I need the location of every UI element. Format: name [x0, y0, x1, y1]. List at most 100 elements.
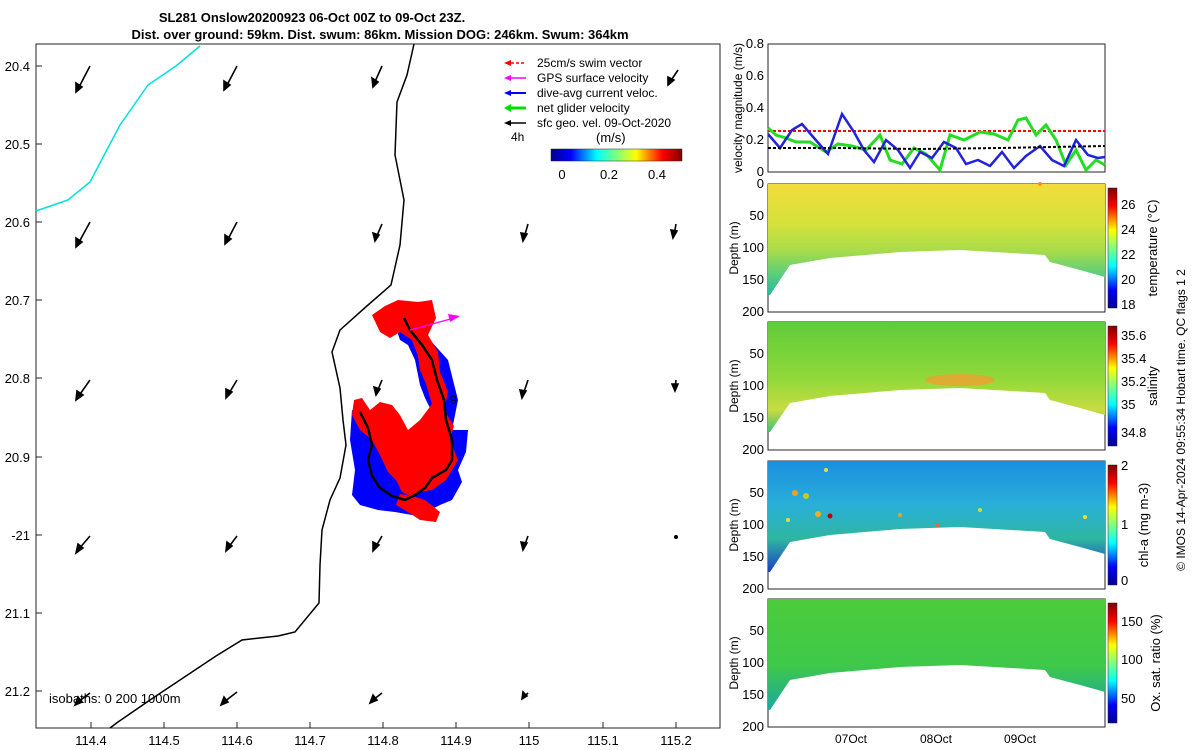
velocity-yticks: 0.8 0.6 0.4 0.2 0 — [746, 36, 764, 179]
lon-tick-label: 115 — [519, 733, 540, 748]
chla-ytick: 200 — [742, 581, 764, 596]
temp-ytick: 200 — [742, 304, 764, 319]
map-lat-tick-labels: 20.4 20.5 20.6 20.7 20.8 20.9 -21 21.1 2… — [5, 59, 30, 699]
lon-tick-label: 115.2 — [660, 733, 692, 748]
lat-tick-label: 20.4 — [5, 59, 30, 74]
oxygen-yticks: 50 100 150 200 — [742, 623, 764, 734]
geo-arrow — [75, 379, 91, 402]
lon-tick-label: 114.7 — [294, 733, 326, 748]
temp-ytick: 50 — [750, 208, 764, 223]
legend-entry-geo: sfc geo. vel. 09-Oct-2020 — [504, 116, 671, 130]
chla-ytick: 150 — [742, 549, 764, 564]
geo-arrow — [670, 379, 680, 394]
isobath-0m-line — [35, 45, 201, 212]
chla-panel: 50 100 150 200 Depth (m) 2 1 0 chl-a (mg… — [727, 458, 1151, 596]
legend-label: dive-avg current veloc. — [537, 86, 658, 100]
legend-entry-gps: GPS surface velocity — [504, 71, 648, 85]
lon-tick-label: 115.1 — [587, 733, 619, 748]
time-tick: 07Oct — [835, 732, 868, 746]
lon-tick-label: 114.6 — [221, 733, 253, 748]
legend-label: 25cm/s swim vector — [537, 56, 642, 70]
oxygen-colorbar — [1107, 602, 1118, 724]
geo-arrow — [371, 65, 383, 89]
map-lat-tick-marks — [36, 65, 42, 692]
velocity-ylabel: velocity magnitude (m/s) — [731, 43, 745, 173]
legend-label: net glider velocity — [537, 101, 630, 115]
geo-arrow — [73, 692, 91, 707]
legend-label: sfc geo. vel. 09-Oct-2020 — [537, 116, 671, 130]
chla-cbtick: 0 — [1121, 573, 1128, 588]
map-lon-tick-marks — [90, 722, 677, 728]
map-lon-tick-labels: 114.4 114.5 114.6 114.7 114.8 114.9 115 … — [75, 733, 692, 748]
ox-cbtick: 50 — [1121, 691, 1135, 706]
sal-ytick: 50 — [750, 346, 764, 361]
temp-cbtick: 26 — [1121, 197, 1135, 212]
temp-cbtick: 20 — [1121, 272, 1135, 287]
vel-ytick: 0.2 — [746, 132, 764, 147]
sal-cbtick: 35.2 — [1121, 374, 1146, 389]
ox-ytick: 200 — [742, 719, 764, 734]
lon-tick-label: 114.9 — [440, 733, 472, 748]
footer-credit: © IMOS 14-Apr-2024 09:55:34 Hobart time.… — [1174, 269, 1188, 571]
oxygen-ylabel: Depth (m) — [727, 636, 741, 689]
vel-ytick: 0.4 — [746, 100, 764, 115]
temp-ytick: 150 — [742, 272, 764, 287]
ox-ytick: 50 — [750, 623, 764, 638]
geo-velocity-arrows — [73, 65, 680, 707]
vel-ytick: 0.8 — [746, 36, 764, 51]
colorbar-tick: 0.4 — [648, 167, 666, 182]
chla-ytick: 100 — [742, 517, 764, 532]
swim-vector-cloud — [352, 300, 458, 496]
chla-ylabel: Depth (m) — [727, 498, 741, 551]
oxygen-cbticks: 150 100 50 — [1121, 614, 1143, 706]
temperature-colorbar — [1107, 187, 1118, 309]
time-axis-labels: 07Oct 08Oct 09Oct — [835, 732, 1037, 746]
lat-tick-label: -21 — [11, 528, 30, 543]
chla-cbticks: 2 1 0 — [1121, 458, 1128, 588]
ox-cbtick: 150 — [1121, 614, 1143, 629]
temperature-yticks: 0 50 100 150 200 — [742, 176, 764, 319]
swim-vector-cloud-south — [396, 494, 440, 522]
temperature-panel: 0 50 100 150 200 Depth (m) 26 24 22 20 1… — [727, 176, 1160, 319]
geo-arrow — [372, 535, 383, 553]
geo-arrow — [667, 69, 679, 87]
geo-arrow — [75, 221, 91, 249]
legend-label: GPS surface velocity — [537, 71, 648, 85]
lat-tick-label: 20.8 — [5, 371, 30, 386]
velocity-panel: 0.8 0.6 0.4 0.2 0 velocity magnitude (m/… — [731, 36, 1106, 179]
lon-tick-label: 114.8 — [367, 733, 399, 748]
map-legend: 25cm/s swim vector GPS surface velocity … — [504, 56, 683, 182]
legend-entry-net: net glider velocity — [504, 101, 630, 115]
temp-cbtick: 22 — [1121, 247, 1135, 262]
salinity-yticks: 50 100 150 200 — [742, 346, 764, 457]
geo-arrow — [519, 535, 529, 553]
ox-cbtick: 100 — [1121, 652, 1143, 667]
temperature-cblabel: temperature (°C) — [1145, 200, 1160, 297]
sal-ytick: 100 — [742, 378, 764, 393]
lat-tick-label: 21.2 — [5, 684, 30, 699]
temperature-cbticks: 26 24 22 20 18 — [1121, 197, 1135, 312]
chla-cblabel: chl-a (mg m-3) — [1136, 483, 1151, 568]
geo-arrow — [371, 223, 383, 243]
geo-arrow — [223, 65, 238, 92]
temp-ytick: 100 — [742, 240, 764, 255]
geo-arrow — [519, 223, 529, 244]
temp-cbtick: 18 — [1121, 297, 1135, 312]
lat-tick-label: 20.6 — [5, 215, 30, 230]
geo-arrow — [518, 379, 529, 401]
salinity-panel: 50 100 150 200 Depth (m) 35.6 35.4 35.2 … — [727, 321, 1160, 457]
colorbar-tick: 0 — [558, 167, 565, 182]
title-line-1: SL281 Onslow20200923 06-Oct 00Z to 09-Oc… — [159, 10, 465, 25]
sal-cbtick: 35.4 — [1121, 351, 1146, 366]
salinity-cbticks: 35.6 35.4 35.2 35 34.8 — [1121, 328, 1146, 440]
legend-time-note: 4h — [511, 130, 524, 144]
sal-cbtick: 35.6 — [1121, 328, 1146, 343]
chla-yticks: 50 100 150 200 — [742, 485, 764, 596]
lon-tick-label: 114.5 — [148, 733, 180, 748]
gps-surface-velocity-head — [448, 314, 460, 322]
lat-tick-label: 21.1 — [5, 606, 30, 621]
oxygen-section — [768, 599, 1105, 710]
lat-tick-label: 20.9 — [5, 450, 30, 465]
geo-arrow — [673, 534, 678, 539]
temp-ytick: 0 — [757, 176, 764, 191]
